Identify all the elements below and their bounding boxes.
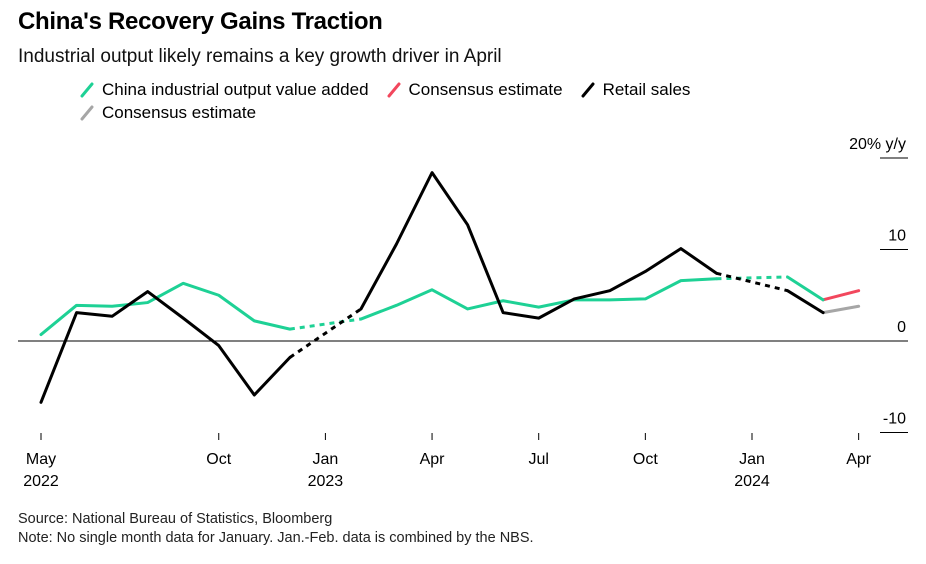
y-tick-label: 20% y/y xyxy=(849,136,906,153)
x-tick-label: Apr xyxy=(846,451,872,468)
chart-footer: Source: National Bureau of Statistics, B… xyxy=(18,510,534,548)
legend-swatch-retail xyxy=(581,82,595,97)
chart-subtitle: Industrial output likely remains a key g… xyxy=(18,46,502,67)
y-tick-label: -10 xyxy=(883,411,906,428)
legend-item-retail-estimate: Consensus estimate xyxy=(80,103,256,123)
series-line xyxy=(39,281,292,337)
chart-title: China's Recovery Gains Traction xyxy=(18,8,383,35)
legend-label-retail-estimate: Consensus estimate xyxy=(102,102,257,122)
legend-label-retail: Retail sales xyxy=(602,79,691,99)
legend-swatch-industrial xyxy=(80,82,94,97)
x-tick-label: May xyxy=(26,451,56,468)
legend-label-industrial-estimate: Consensus estimate xyxy=(408,79,563,99)
legend-row-2: Consensus estimate xyxy=(80,101,780,124)
y-tick-label: 10 xyxy=(888,228,906,245)
x-tick-label: Jan xyxy=(739,451,765,468)
legend-item-industrial: China industrial output value added xyxy=(80,80,369,100)
legend-item-retail: Retail sales xyxy=(581,79,691,100)
x-tick-label: Oct xyxy=(206,451,231,468)
series-line xyxy=(786,289,825,315)
x-tick-label: Apr xyxy=(420,451,446,468)
footnote: Note: No single month data for January. … xyxy=(18,530,534,546)
x-tick-label: Jul xyxy=(528,451,548,468)
chart-series xyxy=(39,171,861,404)
series-gap-segment xyxy=(716,271,788,293)
y-tick-label: 0 xyxy=(897,319,906,336)
series-line xyxy=(821,304,861,315)
x-tick-year-label: 2023 xyxy=(308,473,344,490)
legend-row-1: China industrial output value added Cons… xyxy=(80,78,780,101)
series-line xyxy=(359,277,718,321)
series-gap-segment xyxy=(289,307,362,359)
legend: China industrial output value added Cons… xyxy=(80,78,780,124)
series-line xyxy=(39,290,292,404)
chart-y-axis: 20% y/y 10 0 -10 xyxy=(849,136,906,428)
source-note: Source: National Bureau of Statistics, B… xyxy=(18,511,333,527)
series-line xyxy=(359,171,718,320)
legend-swatch-retail-estimate xyxy=(80,105,94,120)
series-line xyxy=(821,289,861,302)
legend-item-industrial-estimate: Consensus estimate xyxy=(387,80,563,100)
x-tick-label: Oct xyxy=(633,451,658,468)
chart-x-axis: May 2022 Oct Jan 2023 Apr Jul Oct Jan 2024 Apr xyxy=(23,433,872,490)
legend-swatch-industrial-estimate xyxy=(387,82,401,97)
series-gap-segment xyxy=(289,317,362,331)
x-tick-year-label: 2022 xyxy=(23,473,59,490)
chart-gridlines xyxy=(18,157,908,433)
x-tick-label: Jan xyxy=(313,451,339,468)
series-gap-segment xyxy=(716,275,788,281)
series-line xyxy=(786,275,825,302)
legend-label-industrial: China industrial output value added xyxy=(102,79,369,99)
x-tick-year-label: 2024 xyxy=(734,473,770,490)
